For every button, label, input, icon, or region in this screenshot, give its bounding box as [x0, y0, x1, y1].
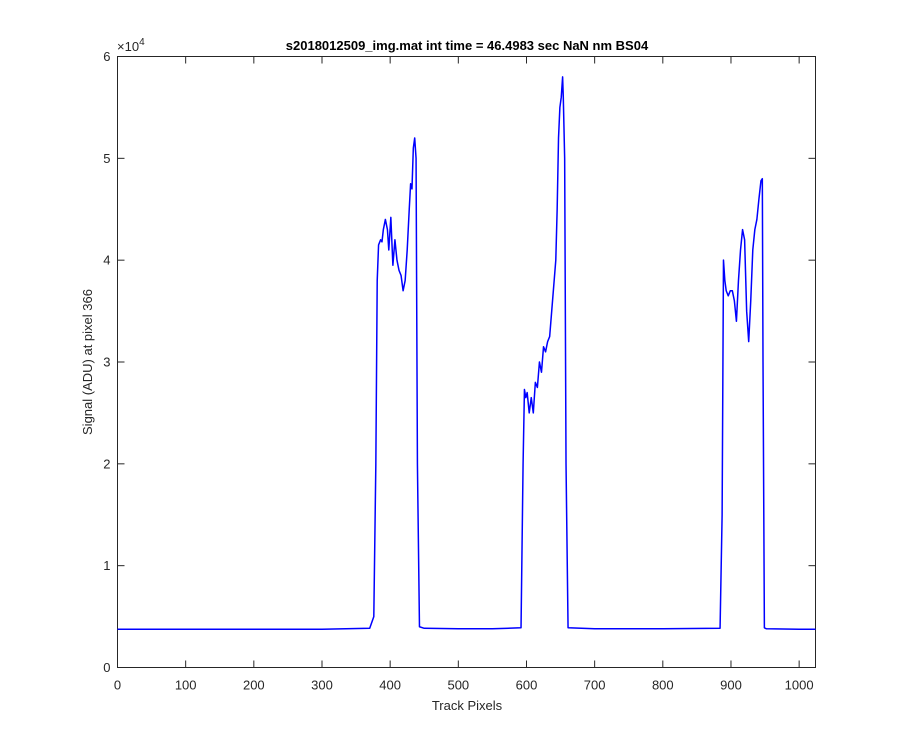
y-tick-label: 6 [103, 49, 110, 64]
axes-box [117, 56, 816, 668]
y-tick-label: 4 [103, 253, 110, 268]
plot-area: 0 100 200 300 400 500 600 700 800 900 1000 0 1 2 3 4 5 6 [103, 49, 816, 693]
x-tick-label: 300 [311, 678, 333, 693]
chart-title: s2018012509_img.mat int time = 46.4983 s… [286, 38, 649, 53]
x-tick-label: 100 [175, 678, 197, 693]
x-tick-label: 700 [584, 678, 606, 693]
series-layer [117, 76, 816, 631]
y-axis-label: Signal (ADU) at pixel 366 [80, 289, 95, 435]
x-tick-label: 500 [447, 678, 469, 693]
y-tick-label: 3 [103, 355, 110, 370]
x-tick-label: 900 [720, 678, 742, 693]
y-exponent-multiplier: ×10 [117, 39, 139, 54]
x-tick-label: 800 [652, 678, 674, 693]
y-tick-label: 0 [103, 660, 110, 675]
x-tick-label: 200 [243, 678, 265, 693]
y-axis-exponent: ×104 [117, 37, 145, 54]
x-tick-label: 600 [516, 678, 538, 693]
y-tick-label: 1 [103, 558, 110, 573]
y-tick-label: 5 [103, 151, 110, 166]
x-tick-label: 0 [114, 678, 121, 693]
x-axis-label: Track Pixels [432, 698, 503, 713]
y-axis-ticks: 0 1 2 3 4 5 6 [103, 49, 816, 675]
y-exponent-base: ×104 [117, 37, 145, 54]
x-tick-label: 1000 [785, 678, 814, 693]
y-tick-label: 2 [103, 456, 110, 471]
y-exponent-power: 4 [139, 37, 145, 48]
x-tick-label: 400 [379, 678, 401, 693]
series-line [117, 76, 816, 631]
x-axis-ticks: 0 100 200 300 400 500 600 700 800 900 1000 [114, 56, 814, 693]
